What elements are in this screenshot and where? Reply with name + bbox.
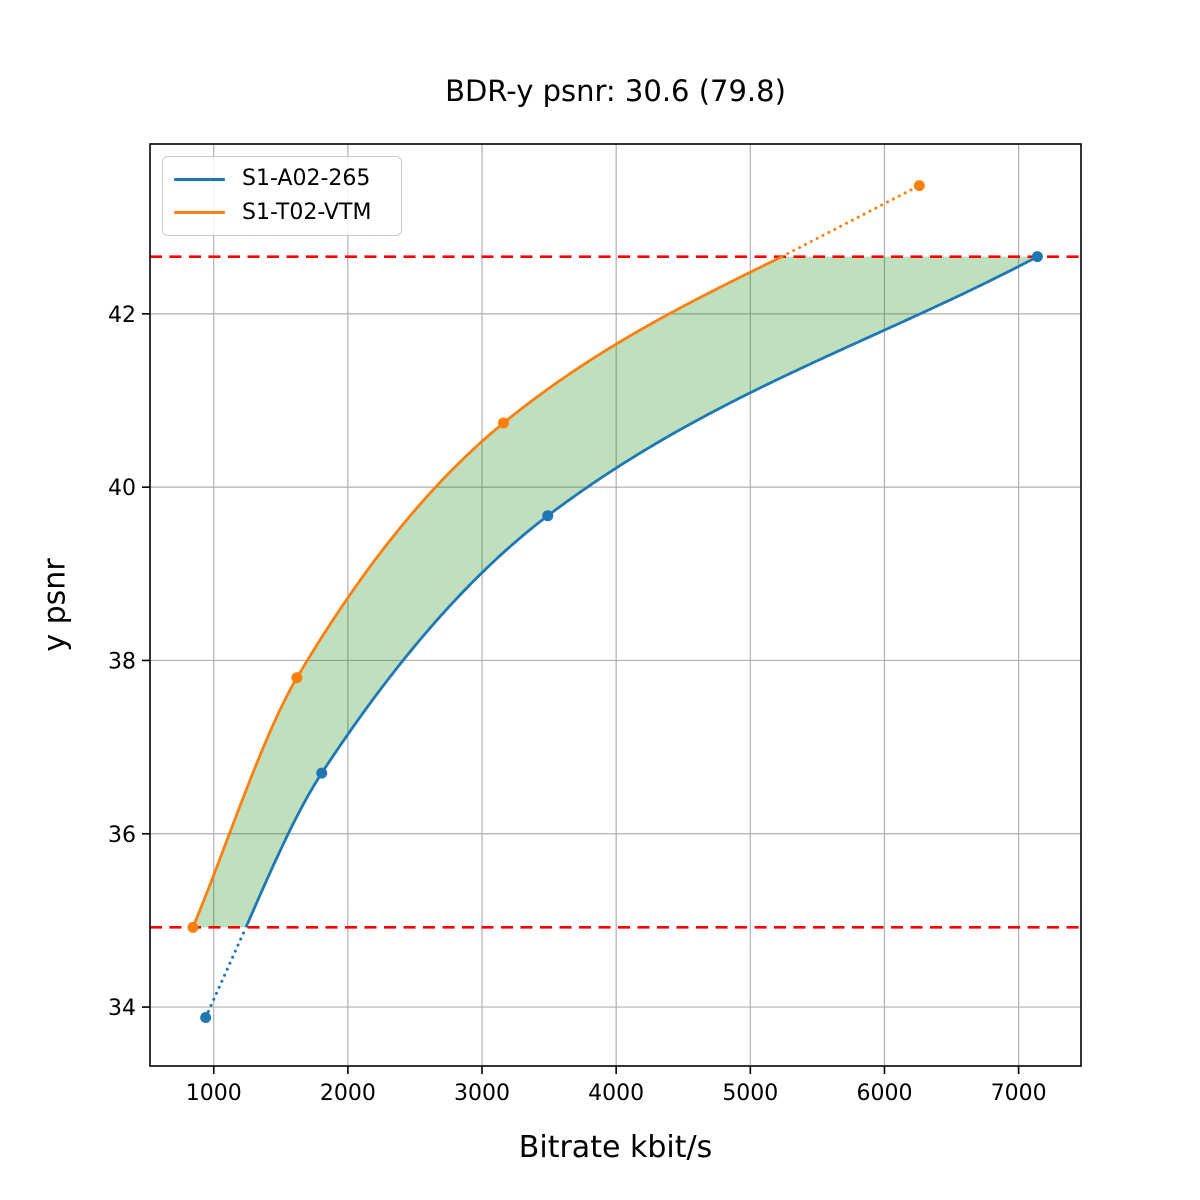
legend-label: S1-A02-265 xyxy=(242,166,371,192)
y-tick-label: 36 xyxy=(108,823,136,848)
data-point-marker xyxy=(913,180,925,192)
y-axis-label: y psnr xyxy=(37,558,73,652)
legend-entry: S1-A02-265 xyxy=(174,168,401,190)
data-point-marker xyxy=(291,672,303,684)
series-blue-curve xyxy=(244,255,1039,928)
data-point-marker xyxy=(200,1011,212,1023)
legend-line-sample-orange xyxy=(174,211,225,215)
series-orange-curve xyxy=(191,255,783,928)
bd-fill-region xyxy=(192,256,1038,928)
chart-title: BDR-y psnr: 30.6 (79.8) xyxy=(445,74,786,108)
y-tick-label: 38 xyxy=(108,649,136,674)
x-tick-label: 4000 xyxy=(588,1081,644,1106)
x-tick-label: 6000 xyxy=(856,1081,912,1106)
x-tick-label: 5000 xyxy=(722,1081,778,1106)
series-curves xyxy=(187,180,1043,1023)
data-point-marker xyxy=(497,417,509,429)
axis-ticks: 1000 2000 3000 4000 5000 6000 7000 34 36 38 40 42 xyxy=(108,303,1047,1106)
x-axis-label: Bitrate kbit/s xyxy=(518,1130,713,1165)
y-tick-label: 34 xyxy=(108,996,136,1021)
bd-fill-region xyxy=(192,256,1038,928)
legend: S1-A02-265 S1-T02-VTM xyxy=(162,156,402,236)
legend-line-sample-blue xyxy=(174,177,225,181)
x-tick-label: 1000 xyxy=(186,1081,242,1106)
data-point-marker xyxy=(316,767,328,779)
y-tick-label: 42 xyxy=(108,303,136,328)
x-tick-label: 7000 xyxy=(991,1081,1047,1106)
y-tick-label: 40 xyxy=(108,476,136,501)
legend-label: S1-T02-VTM xyxy=(242,199,372,225)
data-point-marker xyxy=(1031,251,1043,263)
legend-entry: S1-T02-VTM xyxy=(174,199,401,225)
data-point-marker xyxy=(187,921,199,933)
x-tick-label: 2000 xyxy=(320,1081,376,1106)
data-point-marker xyxy=(542,510,554,522)
series-orange-dotted xyxy=(780,184,921,259)
x-tick-label: 3000 xyxy=(454,1081,510,1106)
